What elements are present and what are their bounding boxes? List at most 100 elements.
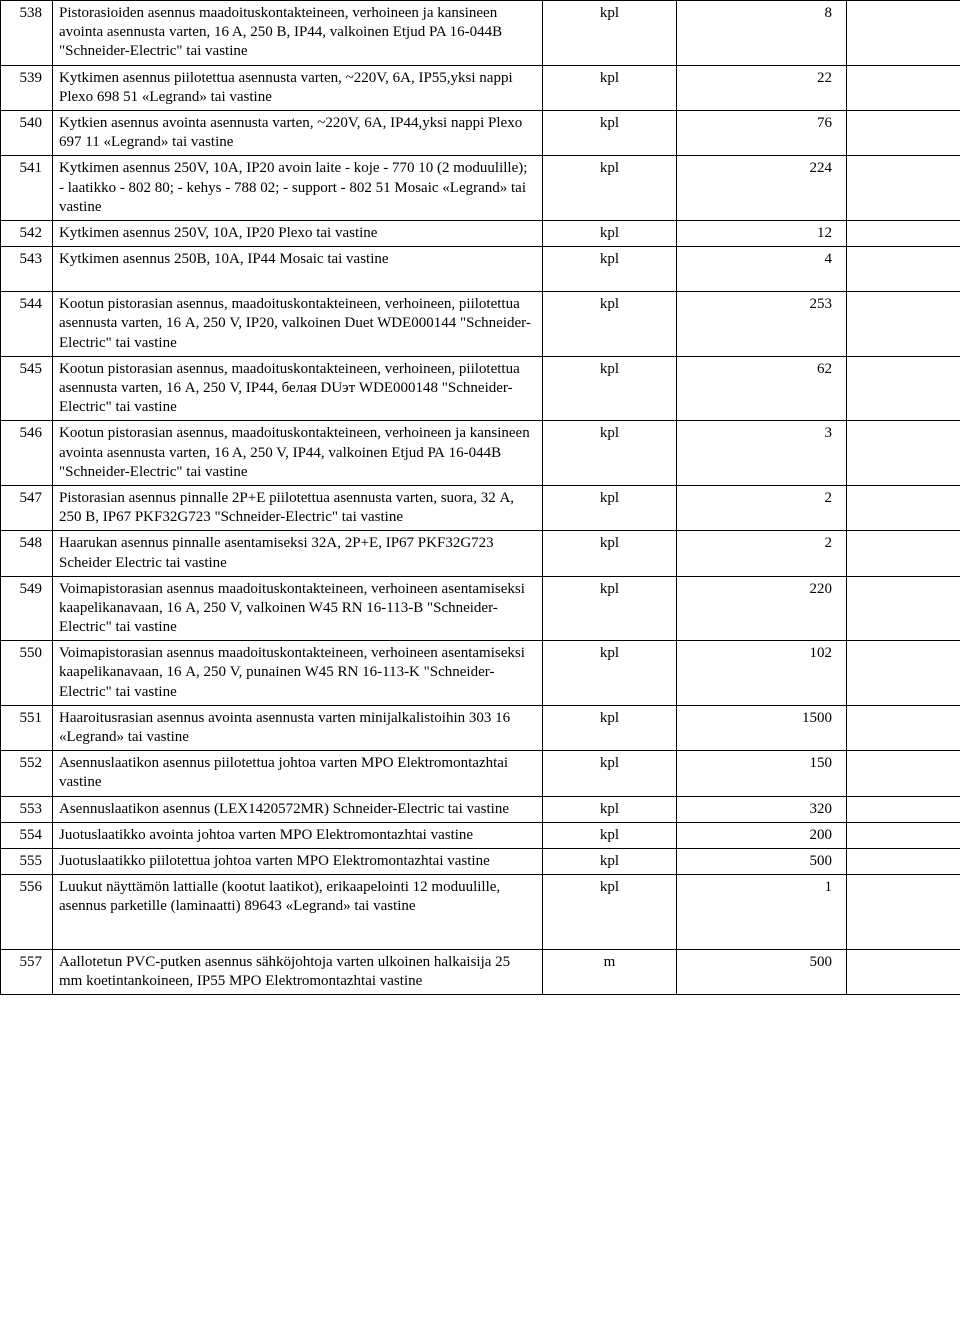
row-number: 554 (1, 822, 53, 848)
table-row: 549Voimapistorasian asennus maadoituskon… (1, 576, 960, 641)
table-row: 556Luukut näyttämön lattialle (kootut la… (1, 875, 960, 949)
row-quantity: 224 (677, 156, 847, 221)
row-unit: kpl (543, 110, 677, 155)
row-quantity: 4 (677, 247, 847, 292)
row-blank (847, 220, 960, 246)
row-unit: kpl (543, 531, 677, 576)
table-row: 547Pistorasian asennus pinnalle 2P+E pii… (1, 485, 960, 530)
row-description: Juotuslaatikko avointa johtoa varten MPO… (53, 822, 543, 848)
row-unit: kpl (543, 641, 677, 706)
table-row: 544Kootun pistorasian asennus, maadoitus… (1, 292, 960, 357)
table-row: 557Aallotetun PVС-putken asennus sähköjo… (1, 949, 960, 994)
row-blank (847, 1, 960, 66)
row-blank (847, 421, 960, 486)
table-row: 553Asennuslaatikon asennus (LEX1420572MR… (1, 796, 960, 822)
row-number: 544 (1, 292, 53, 357)
row-blank (847, 822, 960, 848)
row-number: 548 (1, 531, 53, 576)
row-unit: kpl (543, 247, 677, 292)
row-blank (847, 65, 960, 110)
row-blank (847, 356, 960, 421)
row-number: 551 (1, 705, 53, 750)
row-unit: kpl (543, 875, 677, 949)
row-blank (847, 485, 960, 530)
row-blank (847, 796, 960, 822)
row-description: Haarukan asennus pinnalle asentamiseksi … (53, 531, 543, 576)
table-row: 552Asennuslaatikon asennus piilotettua j… (1, 751, 960, 796)
row-blank (847, 751, 960, 796)
row-number: 540 (1, 110, 53, 155)
row-quantity: 220 (677, 576, 847, 641)
row-quantity: 500 (677, 848, 847, 874)
row-number: 547 (1, 485, 53, 530)
row-description: Voimapistorasian asennus maadoituskontak… (53, 641, 543, 706)
row-number: 545 (1, 356, 53, 421)
row-description: Asennuslaatikon asennus (LEX1420572MR) S… (53, 796, 543, 822)
row-description: Aallotetun PVС-putken asennus sähköjohto… (53, 949, 543, 994)
row-quantity: 62 (677, 356, 847, 421)
row-quantity: 2 (677, 485, 847, 530)
row-quantity: 76 (677, 110, 847, 155)
row-description: Juotuslaatikko piilotettua johtoa varten… (53, 848, 543, 874)
row-blank (847, 292, 960, 357)
row-unit: kpl (543, 421, 677, 486)
row-unit: kpl (543, 220, 677, 246)
row-description: Kytkimen asennus 250V, 10A, IP20 Plexo t… (53, 220, 543, 246)
table-row: 548Haarukan asennus pinnalle asentamisek… (1, 531, 960, 576)
row-description: Pistorasian asennus pinnalle 2P+E piilot… (53, 485, 543, 530)
row-description: Haaroitusrasian asennus avointa asennust… (53, 705, 543, 750)
row-number: 557 (1, 949, 53, 994)
row-blank (847, 705, 960, 750)
row-unit: kpl (543, 751, 677, 796)
row-description: Pistorasioiden asennus maadoituskontakte… (53, 1, 543, 66)
row-number: 539 (1, 65, 53, 110)
row-unit: kpl (543, 848, 677, 874)
row-number: 549 (1, 576, 53, 641)
row-description: Kootun pistorasian asennus, maadoituskon… (53, 292, 543, 357)
row-quantity: 150 (677, 751, 847, 796)
row-number: 543 (1, 247, 53, 292)
row-number: 550 (1, 641, 53, 706)
row-unit: kpl (543, 1, 677, 66)
row-quantity: 1500 (677, 705, 847, 750)
row-description: Voimapistorasian asennus maadoituskontak… (53, 576, 543, 641)
table-row: 545Kootun pistorasian asennus, maadoitus… (1, 356, 960, 421)
table-row: 555Juotuslaatikko piilotettua johtoa var… (1, 848, 960, 874)
row-blank (847, 641, 960, 706)
table-row: 543Kytkimen asennus 250В, 10А, IP44 Mosa… (1, 247, 960, 292)
row-description: Kytkien asennus avointa asennusta varten… (53, 110, 543, 155)
row-blank (847, 110, 960, 155)
row-quantity: 2 (677, 531, 847, 576)
row-number: 542 (1, 220, 53, 246)
table-row: 540Kytkien asennus avointa asennusta var… (1, 110, 960, 155)
row-quantity: 102 (677, 641, 847, 706)
table-row: 551Haaroitusrasian asennus avointa asenn… (1, 705, 960, 750)
table-row: 550Voimapistorasian asennus maadoituskon… (1, 641, 960, 706)
row-number: 541 (1, 156, 53, 221)
row-unit: m (543, 949, 677, 994)
row-blank (847, 875, 960, 949)
row-description: Kootun pistorasian asennus, maadoituskon… (53, 421, 543, 486)
row-blank (847, 576, 960, 641)
row-blank (847, 531, 960, 576)
row-number: 538 (1, 1, 53, 66)
row-blank (847, 848, 960, 874)
row-quantity: 320 (677, 796, 847, 822)
row-blank (847, 156, 960, 221)
table-row: 538Pistorasioiden asennus maadoituskonta… (1, 1, 960, 66)
row-description: Kytkimen asennus 250V, 10A, IP20 avoin l… (53, 156, 543, 221)
row-quantity: 22 (677, 65, 847, 110)
row-description: Luukut näyttämön lattialle (kootut laati… (53, 875, 543, 949)
row-description: Asennuslaatikon asennus piilotettua joht… (53, 751, 543, 796)
table-row: 554Juotuslaatikko avointa johtoa varten … (1, 822, 960, 848)
row-unit: kpl (543, 796, 677, 822)
row-number: 556 (1, 875, 53, 949)
row-blank (847, 949, 960, 994)
row-description: Kytkimen asennus 250В, 10А, IP44 Mosaic … (53, 247, 543, 292)
table-row: 539Kytkimen asennus piilotettua asennust… (1, 65, 960, 110)
row-description: Kootun pistorasian asennus, maadoituskon… (53, 356, 543, 421)
row-number: 553 (1, 796, 53, 822)
row-quantity: 3 (677, 421, 847, 486)
row-unit: kpl (543, 292, 677, 357)
table-row: 541Kytkimen asennus 250V, 10A, IP20 avoi… (1, 156, 960, 221)
